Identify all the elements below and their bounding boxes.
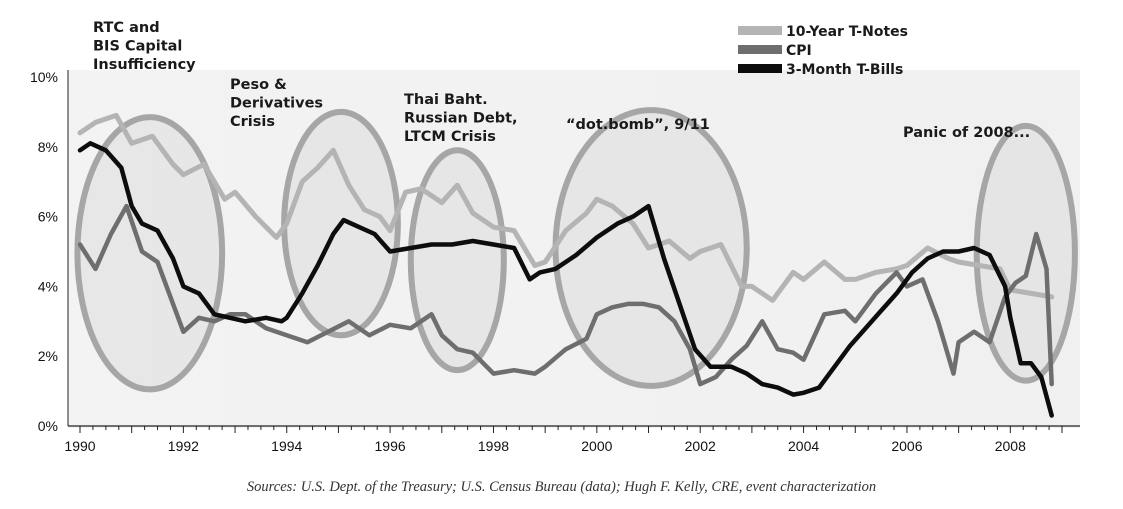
y-tick-label: 2% <box>38 348 58 364</box>
legend-swatch-cpi <box>738 45 782 54</box>
x-tick-label: 1990 <box>64 438 95 454</box>
legend-swatch-3-month-t-bills <box>738 64 782 73</box>
x-tick-label: 2002 <box>685 438 716 454</box>
series-lines <box>77 112 1055 418</box>
series-line-cpi <box>77 203 1054 387</box>
y-tick-label: 8% <box>38 139 58 155</box>
legend-label-10-year-t-notes: 10-Year T-Notes <box>786 24 908 40</box>
x-tick-label: 2006 <box>891 438 922 454</box>
legend-label-3-month-t-bills: 3-Month T-Bills <box>786 62 903 78</box>
y-tick-label: 4% <box>38 278 58 294</box>
x-tick-label: 1998 <box>478 438 509 454</box>
x-tick-label: 1992 <box>168 438 199 454</box>
x-tick-label: 2004 <box>788 438 819 454</box>
legend: 10-Year T-Notes CPI 3-Month T-Bills <box>738 24 908 78</box>
series-line-3-month-t-bills <box>77 141 1054 418</box>
y-tick-label: 10% <box>30 69 58 85</box>
y-tick-label: 6% <box>38 209 58 225</box>
ellipse-rtc <box>74 114 226 393</box>
annotation-peso: Peso & Derivatives Crisis <box>230 77 323 130</box>
annotation-dotbomb: “dot.bomb”, 9/11 <box>566 117 710 133</box>
annotation-thai: Thai Baht. Russian Debt, LTCM Crisis <box>404 92 518 145</box>
source-note: Sources: U.S. Dept. of the Treasury; U.S… <box>246 479 877 495</box>
legend-label-cpi: CPI <box>786 43 812 59</box>
series-line-10-year-t-notes <box>77 112 1055 303</box>
legend-swatch-10-year-t-notes <box>738 26 782 35</box>
axes: 0% 2% 4% 6% 8% 10% 1990 1992 1994 1996 1998 2000 200… <box>30 69 1080 454</box>
annotation-panic: Panic of 2008... <box>903 125 1030 141</box>
event-annotations: RTC and BIS Capital Insufficiency Peso & Der… <box>93 20 1030 145</box>
x-tick-label: 1996 <box>375 438 406 454</box>
x-tick-label: 2000 <box>581 438 612 454</box>
x-tick-label: 1994 <box>271 438 302 454</box>
annotation-rtc: RTC and BIS Capital Insufficiency <box>93 20 196 73</box>
x-tick-label: 2008 <box>995 438 1026 454</box>
y-tick-label: 0% <box>38 418 58 434</box>
